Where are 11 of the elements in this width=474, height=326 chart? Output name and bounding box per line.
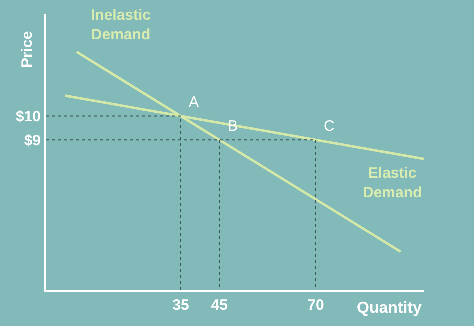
y-axis-title: Price [19, 31, 36, 68]
x-tick-label: 35 [172, 297, 190, 314]
annotation: C [324, 118, 335, 135]
series-label: Elastic Demand [363, 165, 422, 202]
x-tick-label: 70 [308, 297, 324, 314]
x-tick-label: 45 [211, 297, 228, 314]
x-axis-title: Quantity [357, 300, 422, 317]
y-tick-label: $10 [16, 108, 41, 126]
annotation: A [189, 94, 200, 111]
series-label: Inelastic Demand [91, 7, 152, 44]
y-tick-label: $9 [24, 132, 41, 150]
